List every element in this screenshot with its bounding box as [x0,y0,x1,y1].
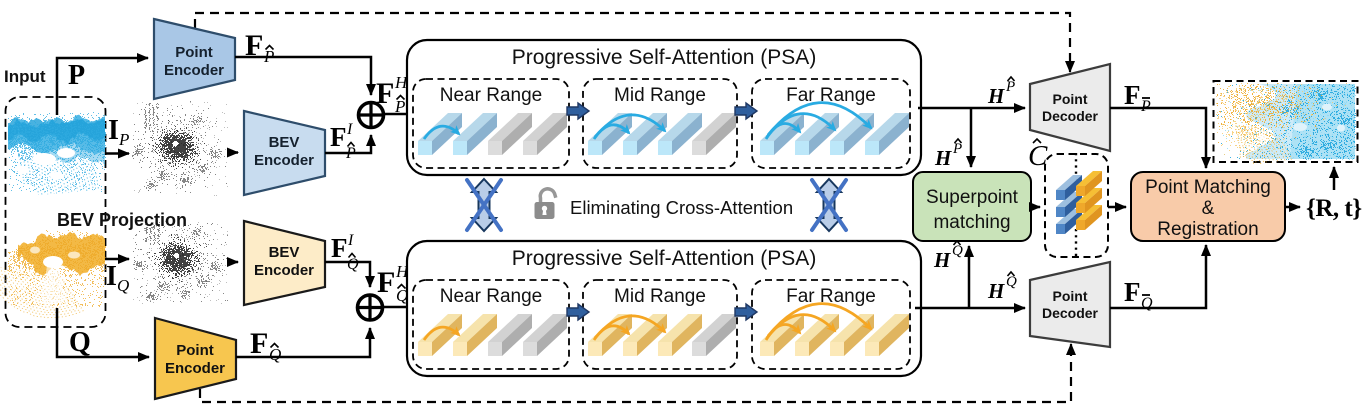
svg-text:F: F [331,233,348,263]
svg-text:Point: Point [1053,91,1088,107]
svg-text:Progressive Self-Attention (PS: Progressive Self-Attention (PSA) [512,46,817,69]
svg-text:H: H [987,84,1005,108]
svg-text:I: I [108,115,119,146]
svg-text:&: & [1202,198,1215,219]
svg-text:Eliminating Cross-Attention: Eliminating Cross-Attention [570,197,793,218]
svg-text:F: F [376,77,394,110]
svg-text:P: P [1005,79,1015,95]
svg-text:P: P [68,60,85,91]
svg-text:Mid Range: Mid Range [614,85,706,106]
svg-text:F: F [245,29,263,62]
svg-text:Q: Q [1006,274,1017,290]
svg-text:Near Range: Near Range [440,85,542,106]
svg-text:Q: Q [347,256,359,273]
svg-text:BEV: BEV [269,244,300,261]
svg-text:Encoder: Encoder [254,152,314,169]
svg-text:Q: Q [396,286,408,305]
svg-text:I: I [106,261,117,292]
svg-text:F: F [377,266,395,299]
svg-text:P: P [952,141,962,157]
svg-text:Mid Range: Mid Range [614,286,706,307]
svg-text:I: I [347,232,354,249]
svg-text:F: F [1124,277,1141,307]
svg-text:Encoder: Encoder [164,62,224,79]
svg-text:P: P [118,130,129,149]
svg-text:BEV Projection: BEV Projection [57,210,187,230]
svg-text:Decoder: Decoder [1042,305,1099,321]
svg-text:F: F [250,327,268,360]
svg-text:matching: matching [933,212,1010,233]
svg-text:Far Range: Far Range [786,286,876,307]
svg-text:H: H [394,73,409,92]
svg-text:Q: Q [69,327,91,358]
svg-text:H: H [987,279,1005,303]
svg-text:I: I [346,121,353,138]
svg-text:Point Matching: Point Matching [1145,177,1271,198]
svg-text:F: F [1124,80,1141,110]
svg-text:H: H [933,248,951,272]
svg-text:Progressive Self-Attention (PS: Progressive Self-Attention (PSA) [512,247,817,270]
svg-text:Point: Point [1053,288,1088,304]
svg-text:Encoder: Encoder [165,360,225,377]
svg-text:{R, t}: {R, t} [1306,195,1362,222]
svg-text:Far Range: Far Range [786,85,876,106]
svg-text:Registration: Registration [1157,219,1258,240]
svg-text:Decoder: Decoder [1042,108,1099,124]
svg-text:H: H [934,146,952,170]
svg-text:Point: Point [175,44,213,61]
svg-text:P: P [394,97,405,116]
svg-text:Point: Point [176,342,214,359]
svg-text:Encoder: Encoder [254,262,314,279]
svg-text:Input: Input [4,67,46,86]
svg-text:F: F [330,122,347,152]
svg-text:P: P [1140,98,1151,115]
svg-text:P: P [263,47,274,66]
svg-text:Q: Q [952,243,963,259]
svg-text:Q: Q [269,345,281,364]
svg-text:Q: Q [1141,295,1153,312]
svg-text:Q: Q [117,276,129,295]
svg-text:Near Range: Near Range [440,286,542,307]
svg-text:C: C [1028,140,1048,172]
svg-text:Superpoint: Superpoint [926,187,1019,208]
svg-text:P: P [345,145,356,162]
svg-text:BEV: BEV [269,134,300,151]
